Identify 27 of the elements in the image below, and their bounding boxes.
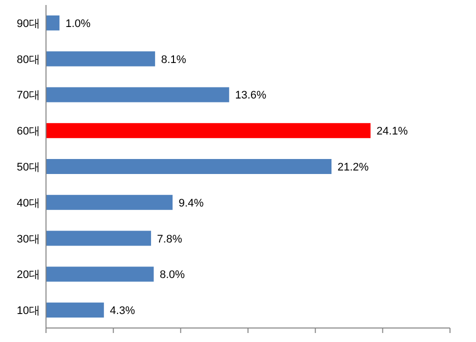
bar (46, 159, 332, 174)
y-tick-label: 10대 (16, 305, 40, 318)
data-label: 21.2% (337, 162, 369, 174)
bar (46, 230, 152, 246)
y-tick-label: 20대 (16, 269, 40, 282)
data-label: 4.3% (110, 305, 136, 318)
y-tick-label: 40대 (16, 197, 40, 210)
y-tick-label: 50대 (16, 162, 40, 174)
y-tick-label: 80대 (16, 54, 40, 66)
data-label: 8.1% (161, 54, 186, 66)
bar (46, 266, 154, 282)
data-label: 24.1% (376, 126, 408, 138)
y-tick-label: 60대 (16, 126, 40, 138)
y-tick-label: 70대 (16, 90, 40, 102)
data-label: 13.6% (235, 90, 267, 102)
bar (46, 87, 230, 102)
data-label: 8.0% (160, 269, 186, 282)
data-label: 1.0% (65, 18, 91, 30)
bar (46, 302, 104, 318)
bar (46, 194, 173, 210)
bar (46, 15, 60, 30)
data-label: 7.8% (157, 233, 182, 246)
data-label: 9.4% (178, 197, 204, 210)
bar (46, 51, 156, 66)
y-tick-label: 30대 (16, 233, 40, 246)
y-tick-label: 90대 (16, 18, 40, 30)
bar (46, 123, 371, 138)
